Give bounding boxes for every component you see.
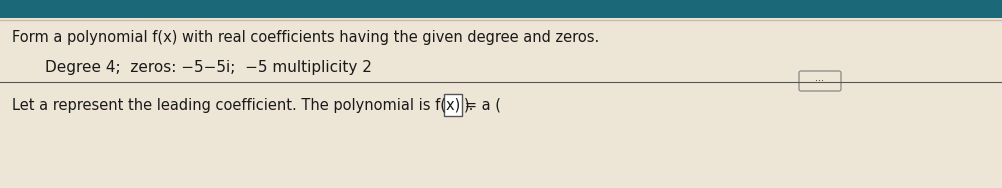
Text: Degree 4;  zeros: −5−5i;  −5 multiplicity 2: Degree 4; zeros: −5−5i; −5 multiplicity … [45,60,372,75]
FancyBboxPatch shape [799,71,840,91]
Text: Let a represent the leading coefficient. The polynomial is f(x) = a (: Let a represent the leading coefficient.… [12,98,501,113]
Bar [444,94,462,116]
Text: ).: ). [464,98,474,113]
Text: Form a polynomial f(x) with real coefficients having the given degree and zeros.: Form a polynomial f(x) with real coeffic… [12,30,598,45]
Bar [0,0,1002,18]
Text: ···: ··· [815,76,824,86]
